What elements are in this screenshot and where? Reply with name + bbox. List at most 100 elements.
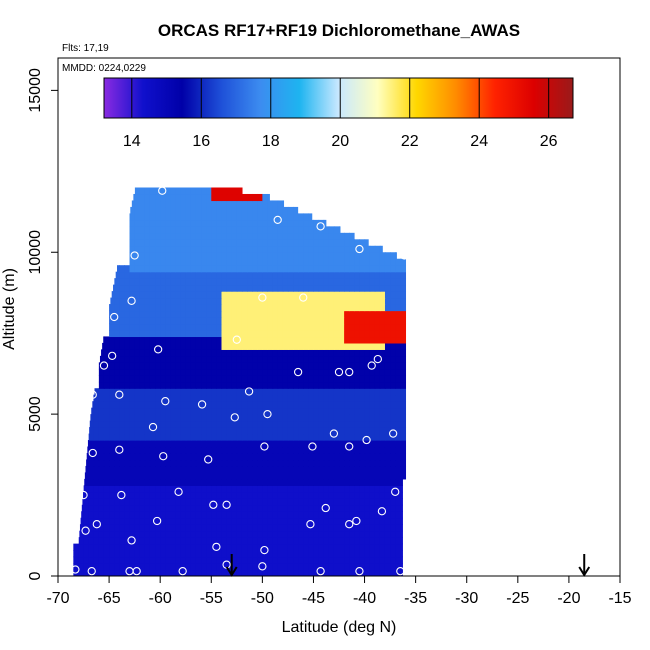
heatmap-cell — [221, 317, 228, 325]
heatmap-cell — [339, 530, 345, 538]
heatmap-cell — [298, 226, 304, 234]
heatmap-cell — [374, 446, 381, 454]
heatmap-cell — [103, 440, 110, 448]
heatmap-cell — [185, 491, 192, 499]
heatmap-cell — [267, 355, 274, 363]
heatmap-cell — [155, 375, 161, 383]
sample-points — [71, 186, 409, 576]
heatmap-cell — [88, 530, 95, 538]
heatmap-cell — [400, 265, 407, 273]
heatmap-cell — [293, 485, 299, 493]
heatmap-cell — [155, 433, 161, 441]
heatmap-cell — [379, 459, 386, 467]
heatmap-cell — [339, 491, 345, 499]
heatmap-cell — [282, 472, 289, 480]
heatmap-cell — [318, 517, 325, 525]
heatmap-cell — [262, 543, 269, 551]
heatmap-cell — [313, 381, 320, 389]
heatmap-cell — [170, 368, 177, 376]
heatmap-cell — [303, 530, 309, 538]
heatmap-cell — [287, 537, 294, 545]
heatmap-cell — [241, 200, 248, 208]
heatmap-cell — [277, 563, 284, 571]
heatmap-cell — [201, 433, 207, 441]
heatmap-cell — [201, 537, 207, 545]
heatmap-cell — [195, 239, 202, 247]
heatmap-cell — [180, 245, 187, 253]
heatmap-cell — [374, 394, 381, 402]
heatmap-cell — [390, 420, 396, 428]
heatmap-cell — [379, 362, 386, 370]
heatmap-cell — [257, 355, 263, 363]
heatmap-cell — [349, 239, 355, 247]
heatmap-cell — [339, 349, 345, 357]
heatmap-cell — [190, 206, 197, 214]
heatmap-cell — [139, 232, 146, 240]
heatmap-cell — [206, 504, 212, 512]
heatmap-cell — [257, 297, 263, 305]
heatmap-cell — [328, 394, 335, 402]
heatmap-cell — [318, 297, 325, 305]
heatmap-cell — [272, 336, 279, 344]
heatmap-cell — [344, 401, 350, 409]
heatmap-cell — [165, 452, 171, 461]
heatmap-cell — [359, 317, 366, 325]
heatmap-cell — [400, 323, 407, 331]
heatmap-cell — [287, 219, 294, 227]
heatmap-cell — [195, 271, 202, 279]
heatmap-cell — [241, 537, 248, 545]
heatmap-cell — [313, 491, 320, 499]
heatmap-cell — [349, 459, 355, 467]
heatmap-cell — [114, 465, 120, 473]
heatmap-cell — [124, 355, 131, 363]
heatmap-cell — [185, 465, 192, 473]
heatmap-cell — [303, 440, 309, 448]
heatmap-cell — [318, 511, 325, 519]
heatmap-cell — [344, 420, 350, 428]
heatmap-cell — [160, 304, 166, 312]
heatmap-cell — [226, 394, 233, 402]
heatmap-cell — [267, 459, 274, 467]
heatmap-cell — [149, 323, 156, 331]
heatmap-cell — [257, 239, 263, 247]
heatmap-cell — [267, 304, 274, 312]
heatmap-cell — [149, 401, 156, 409]
heatmap-cell — [364, 401, 371, 409]
heatmap-cell — [155, 213, 161, 221]
heatmap-cell — [119, 433, 126, 441]
heatmap-cell — [103, 407, 110, 415]
heatmap-cell — [93, 433, 100, 441]
sample-point — [373, 354, 382, 364]
heatmap-cell — [129, 550, 136, 558]
heatmap-cell — [241, 452, 248, 461]
heatmap-cell — [313, 556, 320, 564]
heatmap-cell — [262, 524, 269, 532]
heatmap-cell — [155, 304, 161, 312]
heatmap-cell — [390, 362, 396, 370]
heatmap-cell — [349, 375, 355, 383]
heatmap-cell — [221, 530, 228, 538]
heatmap-cell — [272, 232, 279, 240]
heatmap-cell — [155, 459, 161, 467]
heatmap-cell — [252, 556, 258, 564]
heatmap-cell — [155, 278, 161, 286]
heatmap-cell — [339, 278, 345, 286]
heatmap-cell — [221, 394, 228, 402]
heatmap-cell — [109, 440, 115, 448]
heatmap-cell — [211, 524, 217, 532]
heatmap-cell — [201, 524, 207, 532]
heatmap-cell — [190, 414, 197, 422]
heatmap-cell — [252, 459, 258, 467]
heatmap-cell — [339, 433, 345, 441]
heatmap-cell — [364, 530, 371, 538]
heatmap-cell — [384, 342, 391, 350]
heatmap-cell — [226, 252, 233, 260]
heatmap-cell — [349, 550, 355, 558]
heatmap-cell — [134, 530, 141, 538]
heatmap-cell — [277, 226, 284, 234]
heatmap-cell — [160, 485, 166, 493]
heatmap-cell — [109, 543, 115, 551]
heatmap-cell — [241, 193, 248, 202]
heatmap-cell — [221, 310, 228, 318]
heatmap-cell — [160, 329, 166, 338]
